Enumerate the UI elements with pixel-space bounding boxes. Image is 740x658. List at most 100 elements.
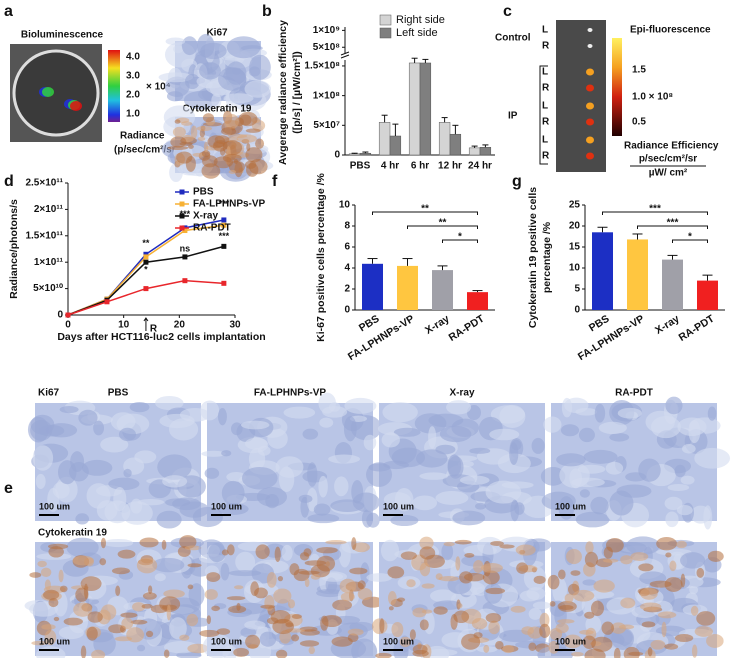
stain-texture	[99, 558, 107, 566]
tissue-texture	[561, 397, 573, 418]
tissue-texture	[617, 407, 643, 419]
x-tick-label: 4 hr	[381, 161, 399, 172]
x-tick-label: 12 hr	[438, 161, 462, 172]
stain-texture	[221, 127, 237, 136]
stain-texture	[234, 161, 243, 178]
point	[182, 228, 188, 234]
tissue-texture	[313, 503, 331, 516]
stain-texture	[454, 539, 472, 545]
stain-texture	[347, 628, 364, 636]
bar	[468, 147, 481, 156]
stain-texture	[44, 579, 51, 591]
stain-texture	[641, 621, 656, 628]
tissue-texture	[664, 496, 683, 511]
stain-texture	[224, 113, 239, 130]
stain-texture	[80, 645, 87, 658]
bar	[697, 280, 718, 310]
tissue-texture	[223, 93, 254, 104]
stain-texture	[515, 544, 536, 556]
tissue-texture	[154, 573, 166, 582]
stain-texture	[139, 537, 159, 548]
tissue-texture	[168, 418, 199, 441]
tissue-texture	[281, 544, 293, 561]
legend-label: Right side	[396, 14, 445, 26]
stain-texture	[339, 578, 357, 594]
significance-bracket	[672, 239, 708, 243]
tissue-texture	[419, 472, 449, 480]
tissue-texture	[667, 483, 690, 491]
significance-label: ***	[649, 204, 661, 215]
stain-texture	[495, 641, 504, 650]
stain-texture	[184, 545, 202, 551]
tissue-texture	[366, 573, 393, 582]
legend-label: Left side	[396, 27, 438, 39]
tissue-texture	[93, 420, 105, 436]
stain-texture	[602, 558, 619, 563]
tissue-texture	[435, 444, 456, 455]
tissue-texture	[380, 539, 400, 562]
stain-texture	[204, 589, 218, 600]
stain-texture	[316, 546, 338, 554]
stain-texture	[539, 612, 550, 628]
x-tick-label: PBS	[587, 313, 612, 335]
stain-texture	[650, 639, 666, 650]
tissue-texture	[578, 427, 595, 443]
stain-texture	[396, 597, 406, 602]
tissue-texture	[55, 476, 78, 503]
stain-texture	[419, 546, 436, 560]
tissue-texture	[334, 476, 349, 497]
tissue-texture	[439, 425, 472, 443]
stain-texture	[166, 604, 171, 621]
tissue-texture	[249, 54, 271, 80]
stain-texture	[485, 612, 502, 623]
stain-texture	[676, 540, 687, 549]
stain-texture	[579, 629, 594, 635]
stain-texture	[304, 560, 327, 566]
tissue-texture	[228, 570, 262, 577]
signal	[42, 87, 54, 97]
colorbar-tick: 1.5	[632, 65, 646, 76]
tissue-texture	[569, 468, 582, 489]
tissue-texture	[393, 427, 421, 437]
stain-texture	[287, 599, 296, 609]
stain-texture	[245, 147, 263, 163]
tissue-texture	[298, 494, 313, 504]
tissue-texture	[221, 480, 245, 506]
stain-texture	[707, 550, 724, 562]
stain-texture	[582, 635, 596, 649]
tissue-texture	[707, 406, 717, 421]
legend-label: RA-PDT	[193, 223, 231, 234]
stain-texture	[349, 567, 368, 575]
tissue-texture	[352, 492, 380, 513]
stain-texture	[706, 633, 724, 648]
y-axis-label: Cytokeratin 19 positive cells	[527, 187, 539, 328]
panel-title: Bioluminescence	[21, 30, 104, 41]
tissue-texture	[201, 450, 226, 457]
stain-texture	[584, 551, 599, 568]
tissue-texture	[217, 503, 249, 515]
stain-texture	[657, 611, 677, 619]
y-tick-label: 5	[574, 284, 580, 295]
tissue-texture	[123, 468, 132, 478]
tissue-texture	[265, 494, 280, 509]
stain-texture	[584, 611, 595, 619]
tissue-texture	[665, 396, 683, 415]
dish	[12, 49, 100, 137]
stain-texture	[483, 644, 490, 653]
row-label: L	[542, 67, 548, 78]
stain-texture	[233, 585, 244, 590]
x-tick-label: 6 hr	[411, 161, 429, 172]
tissue-texture	[363, 434, 377, 451]
x-tick-label: 20	[174, 320, 186, 331]
stain-texture	[572, 589, 595, 602]
stain-texture	[558, 569, 566, 580]
legend-marker	[179, 225, 185, 231]
bar	[408, 62, 421, 156]
stain-label: Cytokeratin 19	[183, 104, 252, 115]
stain-texture	[435, 573, 443, 581]
y-tick-label: 1.5×10⁸	[304, 61, 340, 72]
tissue-texture	[381, 432, 400, 448]
colorbar-label: p/sec/cm²/sr	[639, 154, 697, 165]
scale-bar-label: 100 um	[383, 636, 414, 646]
stain-texture	[245, 634, 261, 649]
